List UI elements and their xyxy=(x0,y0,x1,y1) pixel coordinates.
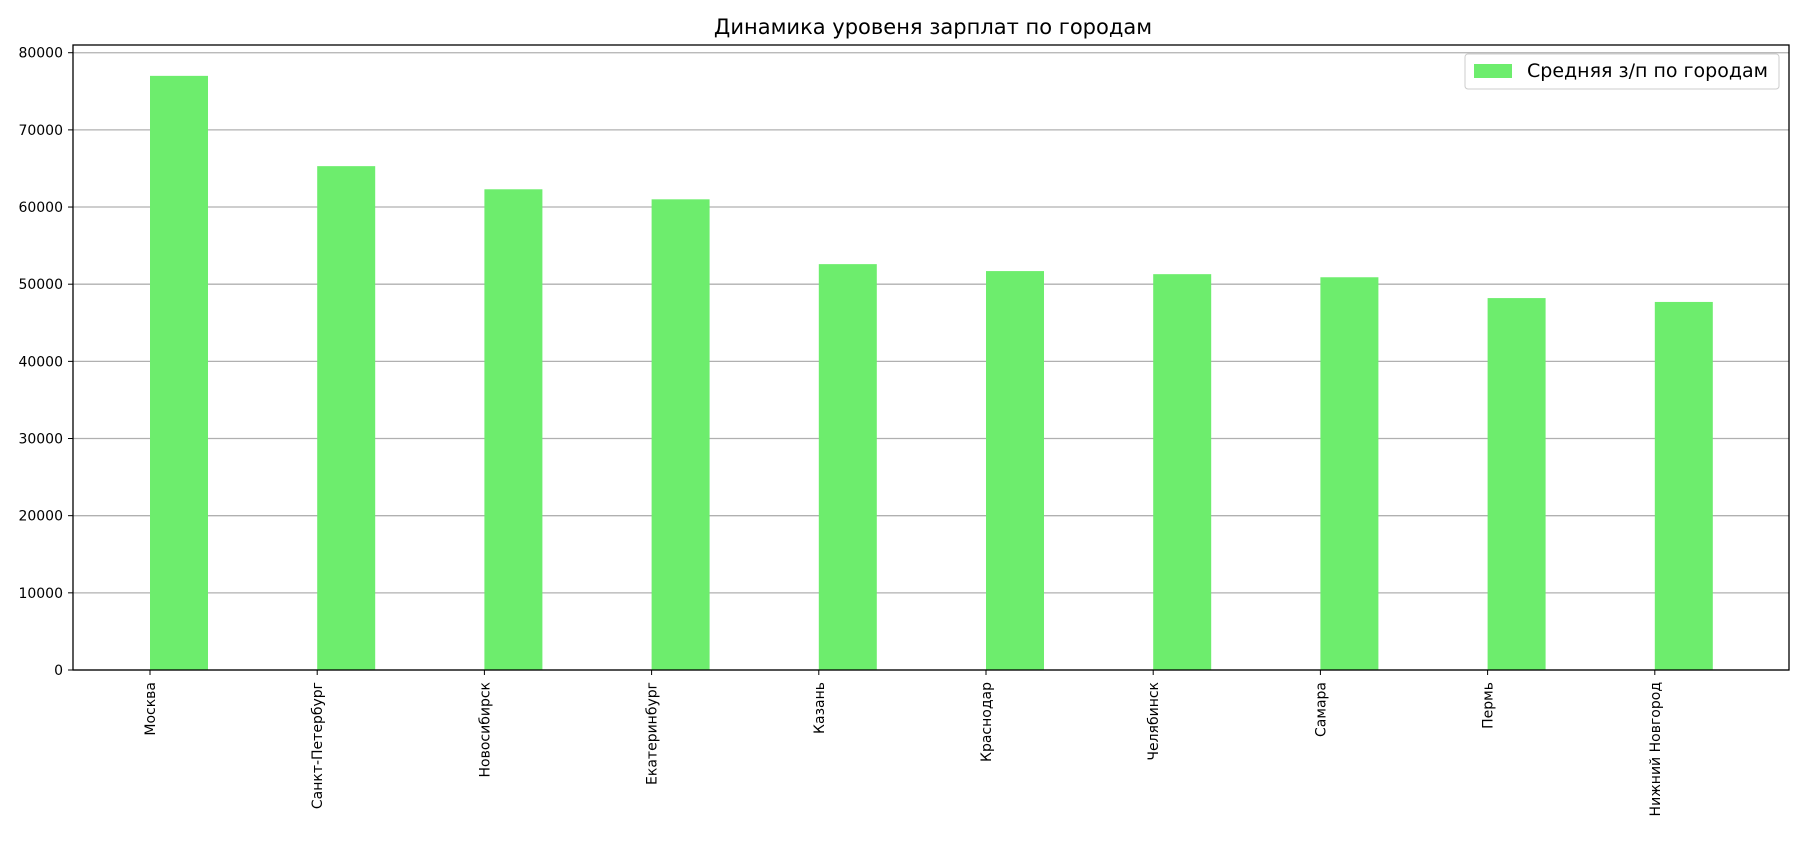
bar xyxy=(1320,277,1379,670)
plot-frame xyxy=(72,44,1790,671)
y-tick-label: 60000 xyxy=(18,200,63,216)
legend-swatch xyxy=(1474,64,1512,78)
y-tick-label: 10000 xyxy=(18,586,63,602)
bar xyxy=(1153,274,1212,670)
bar xyxy=(818,264,877,670)
bar xyxy=(484,189,543,670)
x-tick-label: Москва xyxy=(143,682,159,736)
x-tick-label: Челябинск xyxy=(1146,682,1162,761)
x-tick-label: Нижний Новгород xyxy=(1648,682,1664,816)
x-tick-label: Пермь xyxy=(1481,682,1497,729)
bar xyxy=(986,271,1044,670)
y-tick-label: 80000 xyxy=(18,46,63,62)
chart-title: Динамика уровеня зарплат по городам xyxy=(714,15,1152,39)
x-tick-label: Краснодар xyxy=(979,682,995,762)
x-axis: Москва Санкт-Петербург Новосибирск Екатерин… xyxy=(143,670,1664,816)
bar xyxy=(1487,298,1546,670)
bars xyxy=(150,75,1713,670)
legend-box xyxy=(1464,53,1780,90)
x-tick-label: Новосибирск xyxy=(477,682,493,777)
bar xyxy=(651,199,710,670)
x-tick-label: Казань xyxy=(812,682,828,734)
y-tick-label: 0 xyxy=(54,663,63,679)
bar xyxy=(150,75,208,670)
y-axis: 0 10000 20000 30000 40000 50000 60000 70000 8000… xyxy=(18,46,73,679)
bar xyxy=(317,166,376,670)
y-tick-label: 20000 xyxy=(18,509,63,525)
x-tick-label: Екатеринбург xyxy=(645,682,661,785)
legend-label: Средняя з/п по городам xyxy=(1527,60,1768,82)
y-tick-label: 70000 xyxy=(18,123,63,139)
y-tick-label: 50000 xyxy=(18,277,63,293)
y-tick-label: 40000 xyxy=(18,354,63,370)
bar xyxy=(1654,301,1713,670)
x-tick-label: Санкт-Петербург xyxy=(310,682,326,809)
y-tick-label: 30000 xyxy=(18,432,63,448)
legend: Средняя з/п по городам xyxy=(1464,53,1780,90)
x-tick-label: Самара xyxy=(1313,682,1329,737)
